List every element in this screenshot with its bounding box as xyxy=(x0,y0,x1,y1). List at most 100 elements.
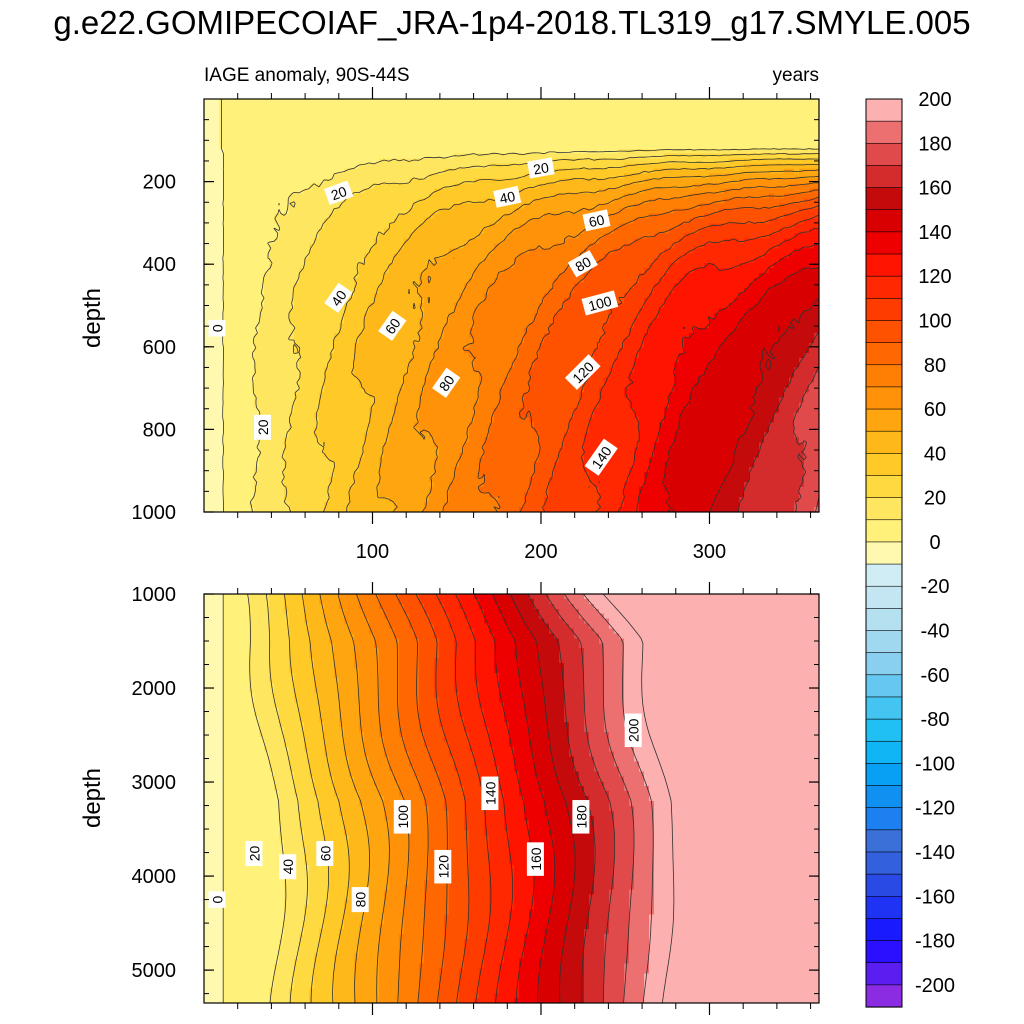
contour-fill-cell xyxy=(629,99,635,105)
contour-fill-cell xyxy=(299,133,305,140)
contour-fill-cell xyxy=(649,198,655,205)
contour-fill-cell xyxy=(604,243,610,249)
contour-fill-cell xyxy=(489,148,495,155)
contour-fill-cell xyxy=(284,99,290,105)
contour-fill-cell xyxy=(524,103,530,110)
contour-fill-cell xyxy=(489,153,495,160)
contour-fill-cell xyxy=(244,223,250,229)
contour-fill-cell xyxy=(539,138,545,145)
contour-fill-cell xyxy=(424,153,430,160)
contour-fill-cell xyxy=(419,218,425,224)
contour-fill-cell xyxy=(304,173,310,180)
contour-fill-cell xyxy=(724,118,730,125)
contour-fill-cell xyxy=(754,118,760,125)
contour-fill-cell xyxy=(794,183,800,190)
contour-fill-cell xyxy=(549,278,555,284)
contour-fill-cell xyxy=(504,203,510,210)
contour-fill-cell xyxy=(544,268,550,274)
contour-fill-cell xyxy=(804,243,810,249)
contour-fill-cell xyxy=(279,178,285,185)
contour-fill-cell xyxy=(769,203,775,210)
contour-fill-cell xyxy=(724,238,730,244)
contour-fill-cell xyxy=(284,213,290,220)
contour-fill-cell xyxy=(234,173,240,180)
contour-fill-cell xyxy=(664,123,670,130)
contour-fill-cell xyxy=(599,268,605,274)
contour-fill-cell xyxy=(469,243,475,249)
contour-fill-cell xyxy=(259,218,265,224)
contour-fill-cell xyxy=(284,278,290,284)
contour-fill-cell xyxy=(714,118,720,125)
contour-fill-cell xyxy=(359,278,365,284)
contour-fill-cell xyxy=(284,293,290,299)
contour-fill-cell xyxy=(694,238,700,244)
contour-fill-cell xyxy=(214,208,220,215)
contour-fill-cell xyxy=(409,203,415,210)
contour-fill-cell xyxy=(239,113,245,120)
contour-fill-cell xyxy=(564,138,570,145)
contour-fill-cell xyxy=(434,168,440,175)
contour-fill-cell xyxy=(609,153,615,160)
contour-fill-cell xyxy=(659,253,665,259)
contour-fill-cell xyxy=(689,193,695,200)
contour-fill-cell xyxy=(444,293,450,299)
contour-fill-cell xyxy=(379,263,385,269)
contour-fill-cell xyxy=(324,218,330,224)
contour-fill-cell xyxy=(674,273,680,279)
contour-fill-cell xyxy=(719,133,725,140)
contour-fill-cell xyxy=(259,198,265,205)
contour-fill-cell xyxy=(704,178,710,185)
contour-fill-cell xyxy=(704,123,710,130)
contour-fill-cell xyxy=(319,273,325,279)
contour-fill-cell xyxy=(404,133,410,140)
contour-fill-cell xyxy=(779,123,785,130)
contour-fill-cell xyxy=(669,203,675,210)
contour-fill-cell xyxy=(444,143,450,150)
contour-fill-cell xyxy=(614,193,620,200)
contour-fill-cell xyxy=(379,283,385,289)
contour-fill-cell xyxy=(589,198,595,205)
contour-fill-cell xyxy=(224,178,230,185)
contour-fill-cell xyxy=(654,248,660,254)
contour-fill-cell xyxy=(324,198,330,205)
contour-fill-cell xyxy=(714,163,720,170)
contour-fill-cell xyxy=(309,268,315,274)
contour-fill-cell xyxy=(769,273,775,279)
contour-fill-cell xyxy=(249,183,255,190)
contour-fill-cell xyxy=(244,123,250,130)
contour-fill-cell xyxy=(379,268,385,274)
contour-fill-cell xyxy=(634,183,640,190)
contour-fill-cell xyxy=(464,158,470,165)
contour-fill-cell xyxy=(384,178,390,185)
contour-fill-cell xyxy=(629,148,635,155)
contour-fill-cell xyxy=(374,278,380,284)
contour-fill-cell xyxy=(774,113,780,120)
contour-fill-cell xyxy=(544,238,550,244)
contour-fill-cell xyxy=(484,113,490,120)
contour-fill-cell xyxy=(689,148,695,155)
contour-fill-cell xyxy=(344,268,350,274)
contour-fill-cell xyxy=(769,208,775,215)
contour-fill-cell xyxy=(364,103,370,110)
contour-fill-cell xyxy=(589,228,595,234)
contour-fill-cell xyxy=(319,183,325,190)
contour-fill-cell xyxy=(244,298,250,304)
contour-fill-cell xyxy=(209,103,215,110)
contour-fill-cell xyxy=(694,233,700,239)
contour-fill-cell xyxy=(424,118,430,125)
contour-fill-cell xyxy=(524,253,530,259)
contour-fill-cell xyxy=(594,283,600,289)
contour-fill-cell xyxy=(444,198,450,205)
contour-fill-cell xyxy=(219,168,225,175)
contour-fill-cell xyxy=(344,213,350,220)
contour-fill-cell xyxy=(609,99,615,105)
contour-fill-cell xyxy=(534,118,540,125)
contour-fill-cell xyxy=(559,243,565,249)
contour-fill-cell xyxy=(409,253,415,259)
contour-fill-cell xyxy=(209,118,215,125)
contour-fill-cell xyxy=(479,273,485,279)
contour-fill-cell xyxy=(529,208,535,215)
contour-fill-cell xyxy=(474,208,480,215)
contour-fill-cell xyxy=(634,243,640,249)
contour-fill-cell xyxy=(619,133,625,140)
